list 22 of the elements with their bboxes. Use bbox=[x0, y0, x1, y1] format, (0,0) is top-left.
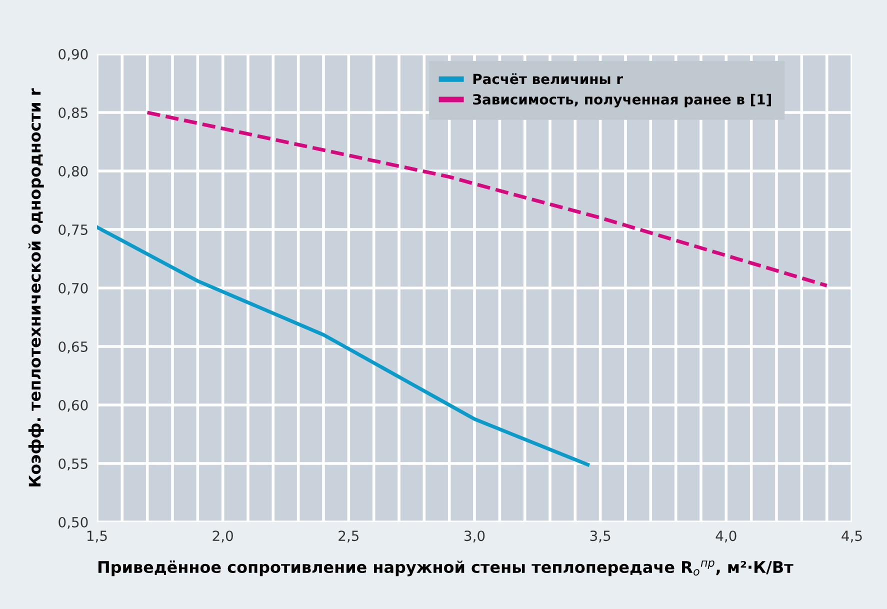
x-tick-label: 4,0 bbox=[716, 530, 736, 542]
x-tick-label: 4,5 bbox=[842, 530, 862, 542]
y-tick-label: 0,75 bbox=[58, 224, 88, 236]
legend-label: Расчёт величины r bbox=[473, 73, 623, 84]
y-tick-label: 0,65 bbox=[58, 341, 88, 354]
y-tick-label: 0,55 bbox=[58, 458, 88, 470]
legend-label: Зависимость, полученная ранее в [1] bbox=[473, 94, 771, 108]
x-tick-label: 1,5 bbox=[87, 530, 107, 542]
y-tick-label: 0,90 bbox=[58, 48, 88, 61]
x-tick-label: 3,5 bbox=[590, 530, 610, 542]
line-series bbox=[146, 110, 829, 288]
y-axis-title: Коэфф. теплотехнической однородности r bbox=[28, 88, 44, 486]
y-tick-label: 0,85 bbox=[58, 107, 88, 120]
y-tick-label: 0,60 bbox=[58, 400, 88, 412]
x-tick-label: 2,5 bbox=[338, 530, 358, 542]
y-tick-label: 0,50 bbox=[58, 516, 88, 529]
y-tick-label: 0,80 bbox=[58, 166, 88, 178]
y-tick-label: 0,70 bbox=[58, 282, 88, 295]
x-tick-label: 2,0 bbox=[212, 530, 233, 542]
line-series bbox=[97, 225, 590, 466]
x-tick-label: 3,0 bbox=[464, 530, 485, 542]
x-axis-title: Приведённое сопротивление наружной стены теплопередаче R$_{о}$$^{пр}$, м²·К/Вт bbox=[98, 560, 794, 576]
